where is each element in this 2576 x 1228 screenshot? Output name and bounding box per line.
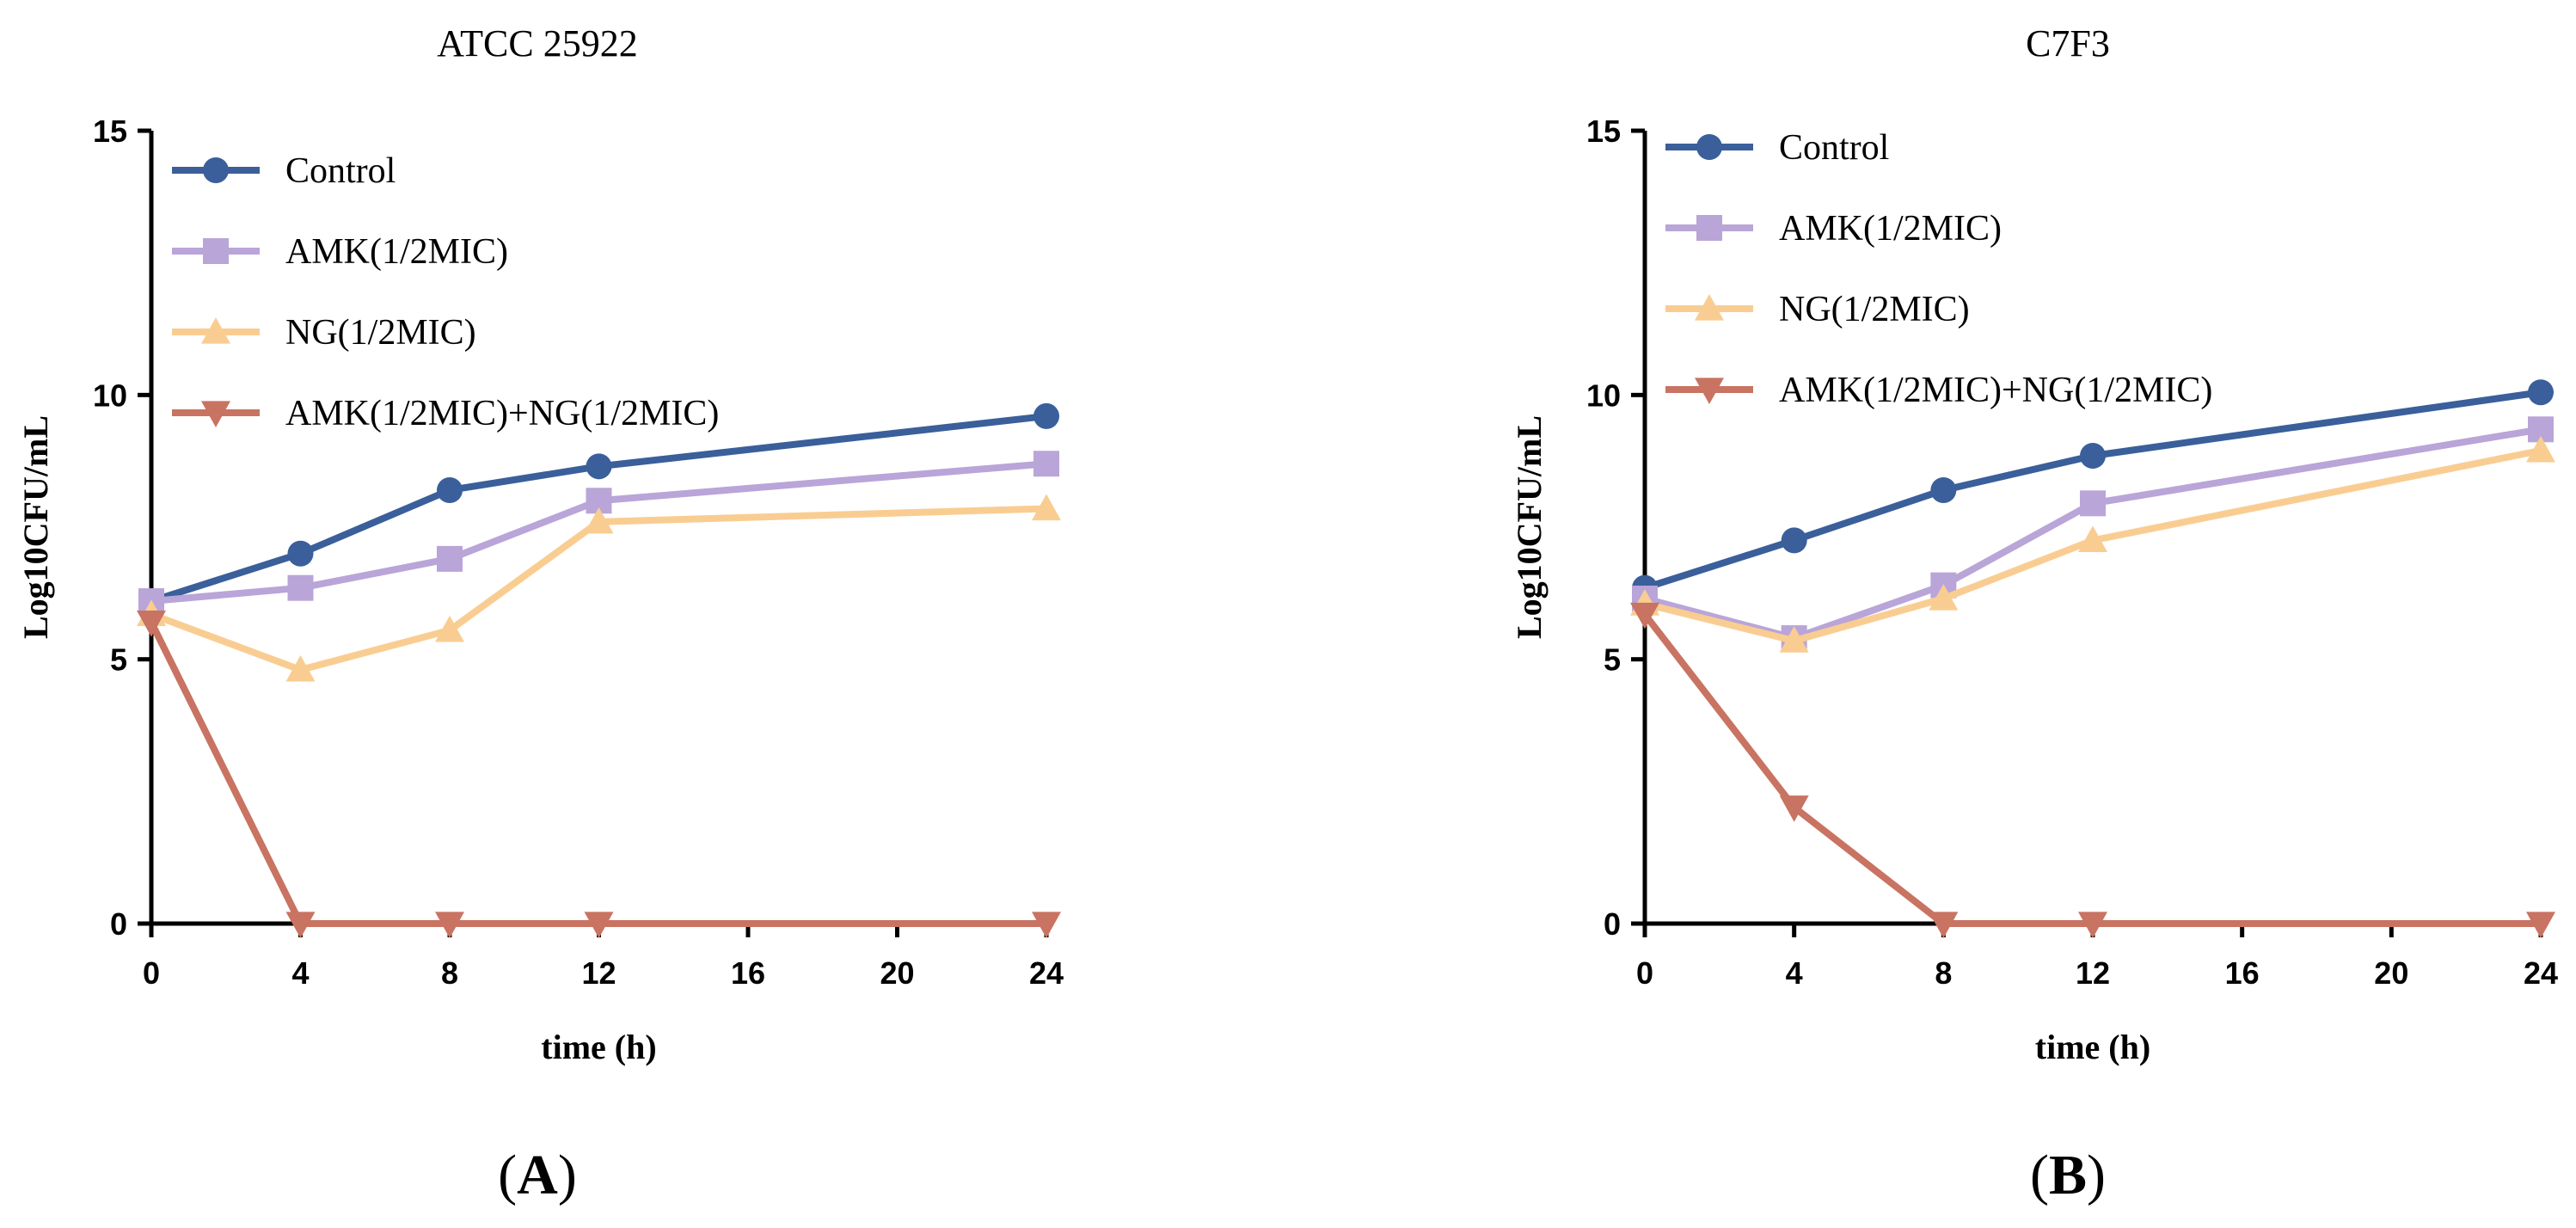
x-tick-label: 16 — [2225, 955, 2260, 991]
legend-swatch-marker — [1695, 378, 1724, 404]
y-axis-label: Log10CFU/mL — [1510, 415, 1549, 639]
series-line — [1643, 389, 2542, 592]
data-point — [435, 615, 464, 642]
x-axis-label: time (h) — [541, 1028, 656, 1066]
data-point — [1779, 795, 1809, 822]
y-tick-label: 15 — [93, 114, 127, 149]
series-4 — [137, 611, 1061, 938]
data-point — [437, 476, 463, 503]
legend-swatch-marker — [1696, 134, 1722, 160]
legend-item: AMK(1/2MIC) — [1665, 209, 2002, 249]
data-point — [2526, 912, 2555, 938]
data-point — [1930, 476, 1957, 503]
data-point — [584, 507, 614, 534]
legend-swatch-marker — [203, 238, 229, 264]
x-tick-label: 4 — [1786, 955, 1803, 991]
data-point — [1779, 626, 1809, 653]
x-tick-label: 20 — [2374, 955, 2408, 991]
y-tick-label: 15 — [1586, 114, 1621, 149]
y-tick-label: 10 — [1586, 378, 1621, 413]
legend-swatch-marker — [1695, 294, 1724, 321]
data-point — [1033, 402, 1059, 429]
data-point — [1781, 527, 1807, 554]
legend-label: Control — [1779, 128, 1889, 168]
data-point — [2080, 443, 2106, 470]
x-tick-label: 8 — [441, 955, 458, 991]
legend-item: AMK(1/2MIC)+NG(1/2MIC) — [1665, 371, 2212, 410]
data-point — [137, 611, 166, 637]
legend-label: NG(1/2MIC) — [285, 313, 476, 353]
data-point — [586, 453, 612, 480]
legend-swatch-marker — [1696, 215, 1722, 241]
legend-swatch-marker — [201, 401, 230, 427]
x-tick-label: 0 — [143, 955, 160, 991]
x-tick-label: 4 — [291, 955, 309, 991]
legend-label: AMK(1/2MIC)+NG(1/2MIC) — [285, 394, 719, 433]
x-tick-label: 12 — [2076, 955, 2110, 991]
series-line — [1641, 611, 2541, 927]
data-point — [435, 912, 464, 938]
data-point — [437, 545, 463, 572]
data-point — [1033, 451, 1059, 477]
chart-title: C7F3 — [2026, 22, 2110, 64]
legend-label: Control — [285, 151, 396, 191]
series-4 — [1630, 602, 2555, 938]
y-tick-label: 0 — [1604, 906, 1621, 942]
data-point — [1032, 912, 1061, 938]
legend-swatch-marker — [201, 317, 230, 344]
series-1 — [138, 402, 1059, 615]
x-tick-label: 12 — [581, 955, 616, 991]
data-point — [584, 912, 614, 938]
panel-label: (B) — [2030, 1144, 2106, 1207]
legend-item: NG(1/2MIC) — [172, 313, 476, 353]
panel-label: (A) — [498, 1144, 577, 1207]
chart-panel-a: ATCC 25922 0 5 10 15 0 4 8 12 16 20 24 time (h) Log10… — [16, 22, 1064, 1207]
data-point — [2526, 435, 2555, 463]
legend-item: AMK(1/2MIC) — [172, 232, 508, 272]
y-tick-label: 5 — [110, 642, 127, 678]
legend-item: AMK(1/2MIC)+NG(1/2MIC) — [172, 394, 719, 433]
x-tick-label: 16 — [731, 955, 765, 991]
y-tick-label: 10 — [93, 378, 127, 413]
series-2 — [138, 451, 1059, 615]
y-axis-label: Log10CFU/mL — [16, 415, 55, 639]
data-point — [287, 574, 314, 601]
legend-item: Control — [172, 151, 396, 191]
data-point — [1929, 912, 1959, 938]
y-tick-label: 0 — [110, 906, 127, 942]
data-point — [1032, 494, 1061, 521]
data-point — [1929, 583, 1959, 611]
legend-label: AMK(1/2MIC) — [1779, 209, 2002, 249]
x-axis-label: time (h) — [2035, 1028, 2150, 1066]
x-tick-label: 24 — [2524, 955, 2558, 991]
data-point — [285, 654, 316, 682]
data-point — [2078, 525, 2107, 552]
legend-item: Control — [1665, 128, 1889, 168]
data-point — [2528, 379, 2554, 406]
chart-title: ATCC 25922 — [437, 22, 637, 64]
legend-label: NG(1/2MIC) — [1779, 290, 1970, 329]
y-tick-label: 5 — [1604, 642, 1621, 678]
data-point — [2080, 490, 2106, 517]
data-point — [287, 540, 314, 567]
data-point — [285, 912, 316, 938]
legend-swatch-marker — [203, 157, 229, 183]
legend-item: NG(1/2MIC) — [1665, 290, 1970, 329]
legend: Control AMK(1/2MIC) NG(1/2MIC) AMK(1/2MIC)+… — [1665, 128, 2212, 410]
x-tick-label: 0 — [1636, 955, 1653, 991]
series-1 — [1632, 379, 2554, 601]
data-point — [1630, 602, 1659, 629]
legend: Control AMK(1/2MIC) NG(1/2MIC) AMK(1/2MIC)+… — [172, 151, 719, 433]
x-tick-label: 8 — [1935, 955, 1952, 991]
x-tick-label: 24 — [1029, 955, 1064, 991]
x-tick-label: 20 — [880, 955, 914, 991]
data-point — [2078, 912, 2107, 938]
chart-panel-b: C7F3 0 5 10 15 0 4 8 12 16 20 24 time (h) Log10CFU/mL… — [1510, 22, 2558, 1207]
legend-label: AMK(1/2MIC)+NG(1/2MIC) — [1779, 371, 2212, 410]
legend-label: AMK(1/2MIC) — [285, 232, 508, 272]
